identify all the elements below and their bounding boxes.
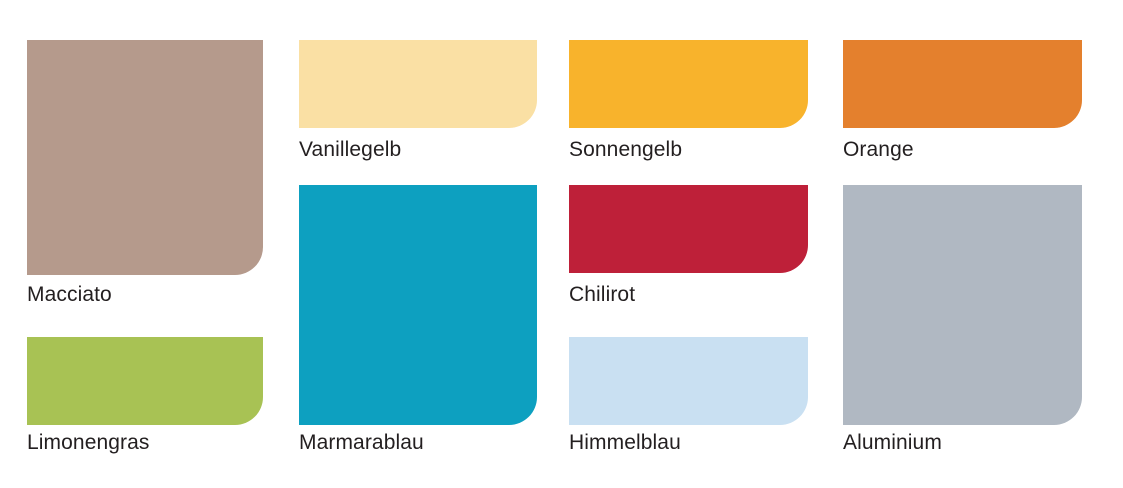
- swatch-color-chip-vanillegelb[interactable]: [299, 40, 537, 128]
- swatch-color-chip-chilirot[interactable]: [569, 185, 808, 273]
- swatch-card-aluminium[interactable]: Aluminium: [843, 185, 1082, 461]
- swatch-card-sonnengelb[interactable]: Sonnengelb: [569, 40, 808, 168]
- swatch-color-chip-limonengras[interactable]: [27, 337, 263, 425]
- swatch-color-chip-himmelblau[interactable]: [569, 337, 808, 425]
- swatch-card-limonengras[interactable]: Limonengras: [27, 337, 263, 461]
- swatch-color-chip-sonnengelb[interactable]: [569, 40, 808, 128]
- swatch-color-chip-marmarablau[interactable]: [299, 185, 537, 425]
- swatch-label-chilirot: Chilirot: [569, 283, 636, 306]
- swatch-card-vanillegelb[interactable]: Vanillegelb: [299, 40, 537, 168]
- swatch-label-macciato: Macciato: [27, 283, 112, 306]
- swatch-label-marmarablau: Marmarablau: [299, 431, 424, 454]
- swatch-label-himmelblau: Himmelblau: [569, 431, 681, 454]
- swatch-card-marmarablau[interactable]: Marmarablau: [299, 185, 537, 461]
- swatch-label-aluminium: Aluminium: [843, 431, 942, 454]
- swatch-label-orange: Orange: [843, 138, 914, 161]
- swatch-label-vanillegelb: Vanillegelb: [299, 138, 402, 161]
- swatch-card-macciato[interactable]: Macciato: [27, 40, 263, 313]
- swatch-card-chilirot[interactable]: Chilirot: [569, 185, 808, 313]
- swatch-color-chip-macciato[interactable]: [27, 40, 263, 275]
- swatch-color-chip-aluminium[interactable]: [843, 185, 1082, 425]
- swatch-label-limonengras: Limonengras: [27, 431, 150, 454]
- swatch-label-sonnengelb: Sonnengelb: [569, 138, 683, 161]
- swatch-color-chip-orange[interactable]: [843, 40, 1082, 128]
- swatch-card-orange[interactable]: Orange: [843, 40, 1082, 168]
- swatch-card-himmelblau[interactable]: Himmelblau: [569, 337, 808, 461]
